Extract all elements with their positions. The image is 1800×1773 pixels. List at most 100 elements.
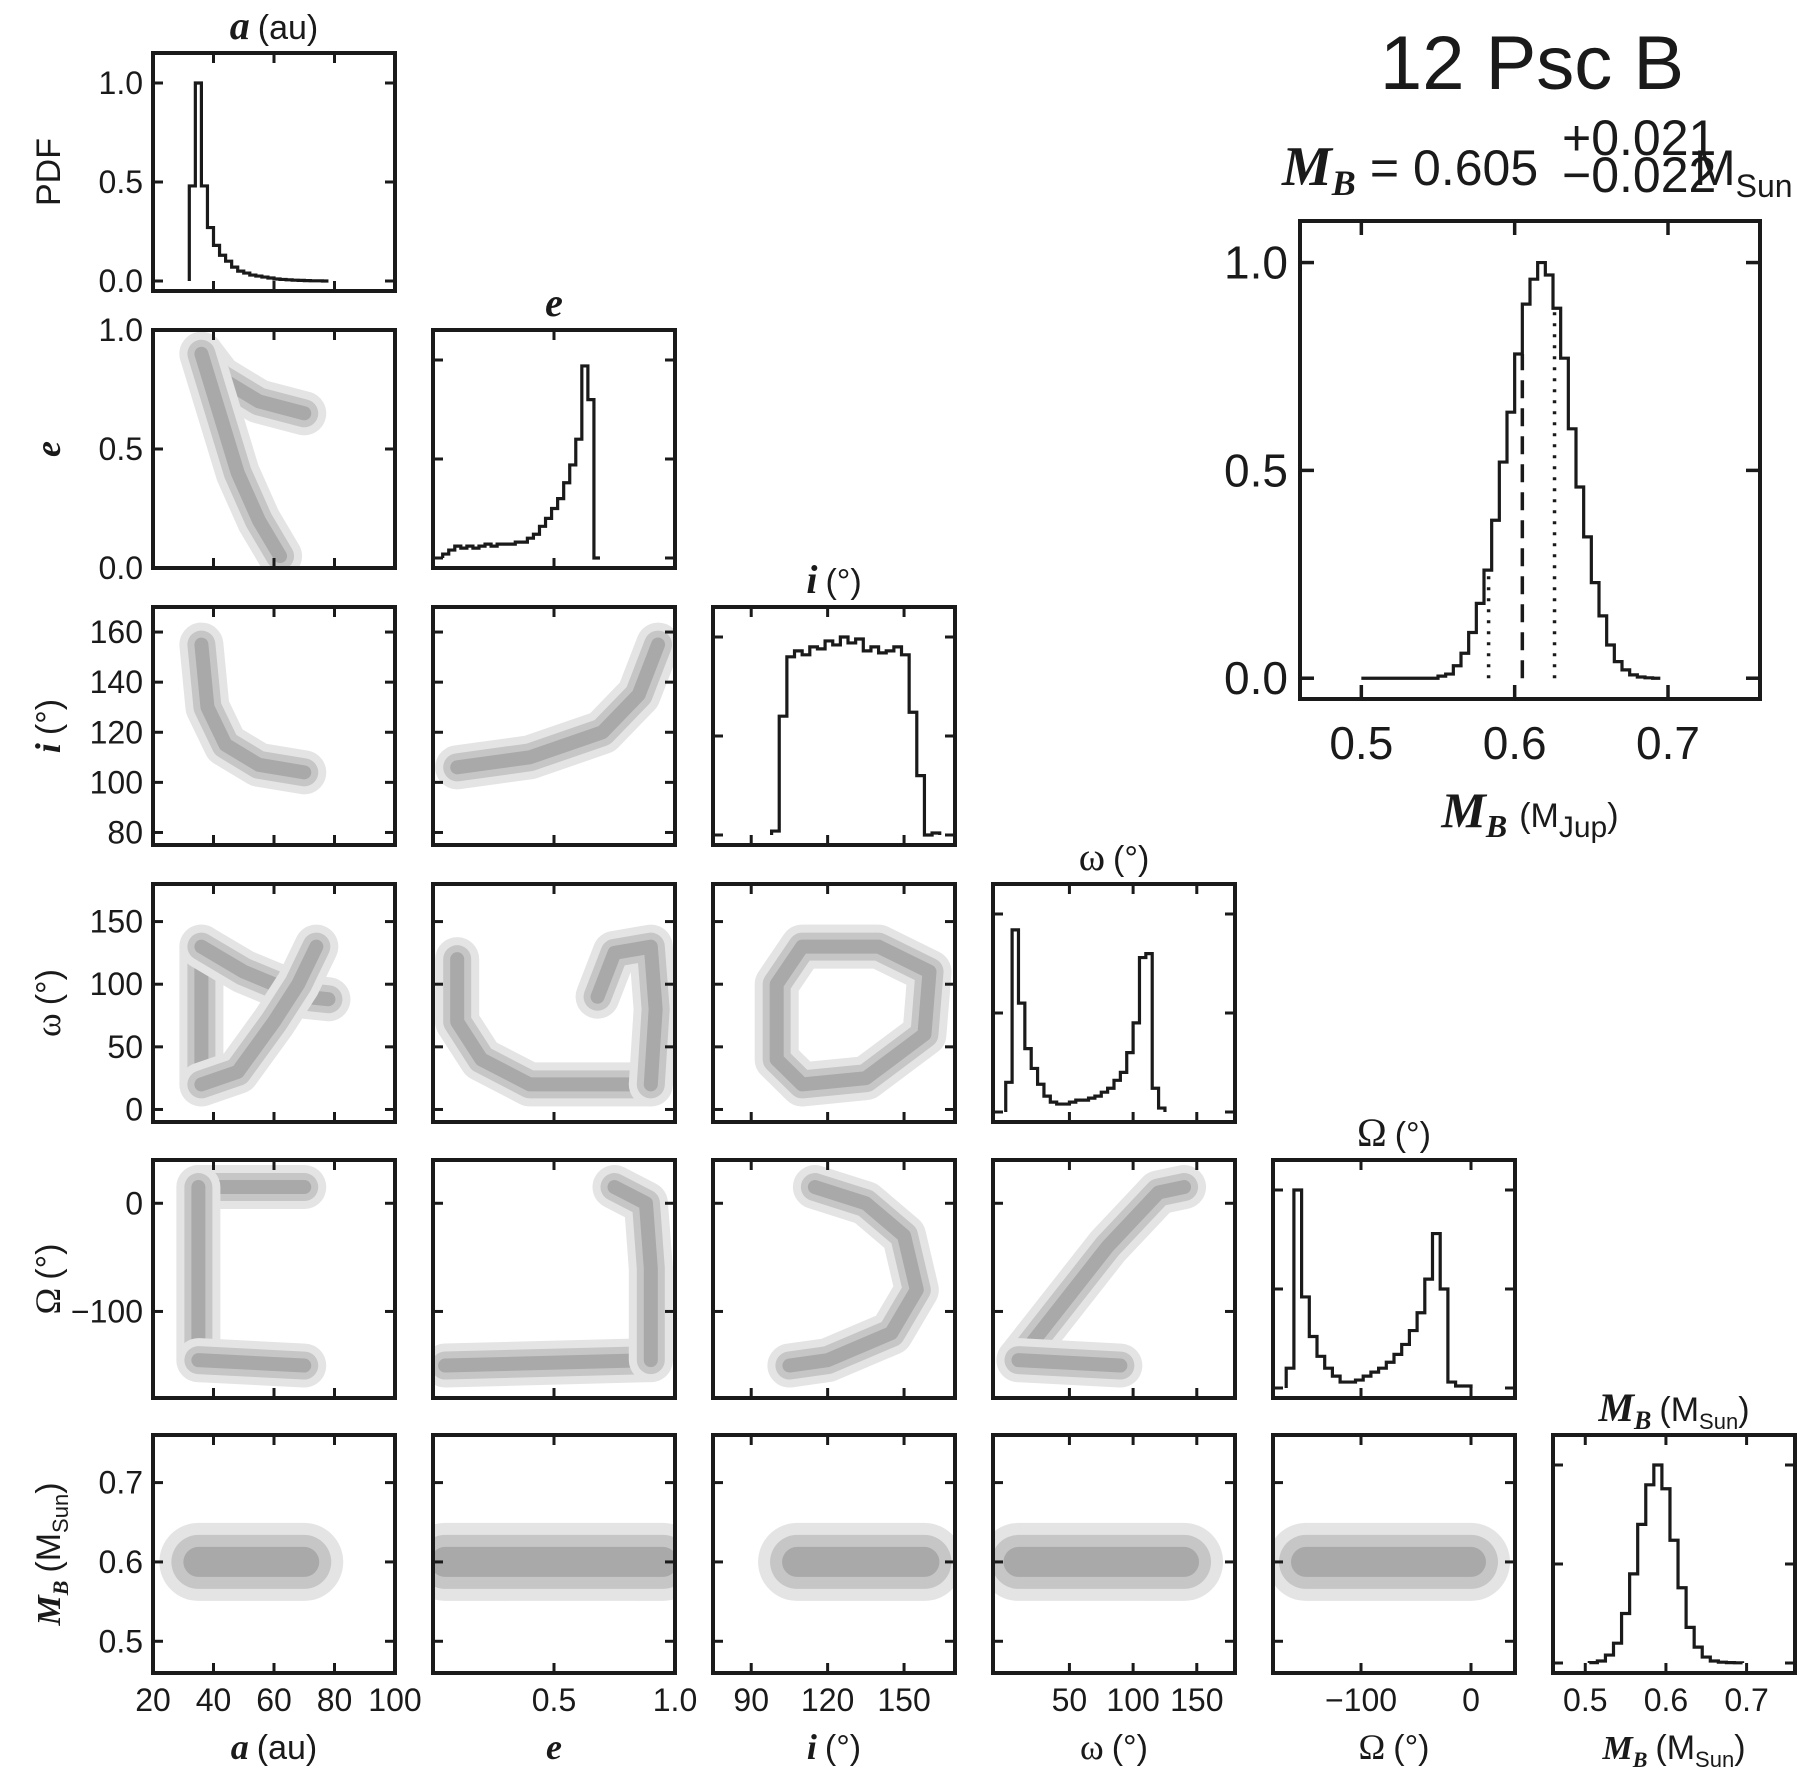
x-tick-label: 0.7 — [1636, 717, 1700, 769]
param-label-e: e — [28, 441, 68, 457]
panel-frame — [431, 605, 677, 847]
corner-panels: 0.0 0.5 1.0 0.0 0.5 1.0 80 100 120 140 160 0 50 100 15… — [71, 51, 1797, 1718]
panel-e-vs-a: 0.0 0.5 1.0 — [99, 312, 397, 586]
panel-a-vs-a: 0.0 0.5 1.0 — [99, 51, 397, 299]
y-tick-label: 1.0 — [1224, 237, 1288, 289]
label-unit-close: ) — [1607, 797, 1618, 835]
x-tick-label: 0.6 — [1483, 717, 1547, 769]
param-label-M: MB (MSun) — [1597, 1385, 1749, 1435]
param-label-a: a (au) — [231, 1727, 317, 1767]
label-unit-close: ) — [1734, 1729, 1745, 1767]
label-symbol: i — [806, 557, 817, 602]
param-label-Omega: Ω(°) — [28, 1243, 68, 1314]
y-tick-label: 160 — [90, 614, 143, 650]
panel-Omega-vs-i — [711, 1158, 957, 1400]
panel-frame — [151, 1433, 397, 1675]
x-tick-label: 50 — [1052, 1682, 1088, 1718]
label-symbol: i — [28, 743, 68, 753]
x-tick-label: 0.5 — [1563, 1682, 1607, 1718]
panel-content — [179, 622, 327, 795]
label-unit-sub: Sun — [1695, 1747, 1734, 1772]
mass-summary-unit-sub: Sun — [1736, 168, 1793, 204]
histogram-M — [1587, 1463, 1745, 1665]
histogram-e — [441, 364, 600, 560]
label-unit: (°) — [1395, 1116, 1431, 1154]
panel-frame — [711, 882, 957, 1124]
y-tick-label: 0.0 — [99, 550, 143, 586]
mass-summary-equals: = — [1370, 140, 1399, 196]
contour-band-c3 — [194, 637, 312, 780]
panel-i-vs-e — [431, 605, 677, 847]
histogram-i — [769, 635, 942, 837]
panel-omega-vs-omega — [991, 882, 1237, 1124]
panel-e-vs-e — [431, 328, 677, 570]
x-tick-label: 120 — [801, 1682, 854, 1718]
label-symbol: M — [31, 1594, 68, 1627]
param-label-omega: ω(°) — [1080, 1727, 1148, 1767]
label-unit: (M — [1519, 797, 1559, 835]
label-unit-close: ) — [1738, 1391, 1749, 1429]
y-tick-label: 140 — [90, 664, 143, 700]
label-unit: (M — [30, 1533, 68, 1573]
label-symbol: M — [1597, 1385, 1635, 1430]
param-label-Omega: Ω(°) — [1358, 1727, 1429, 1767]
label-symbol: Ω — [1358, 1727, 1385, 1767]
panel-i-vs-i — [711, 605, 957, 847]
panel-frame — [991, 882, 1237, 1124]
contour-band-c3 — [769, 939, 937, 1092]
mass-summary: MB = 0.605 — [1281, 136, 1538, 203]
param-label-a: a (au) — [230, 3, 318, 48]
contour-band-c3 — [607, 1180, 658, 1368]
param-label-M: MB (MSun) — [1601, 1729, 1745, 1772]
param-label-omega: ω(°) — [1079, 834, 1150, 879]
param-label-e: e — [546, 1727, 562, 1767]
panel-content — [1587, 1463, 1745, 1665]
label-unit: (M — [1655, 1729, 1695, 1767]
panel-M-vs-i: 90 120 150 — [711, 1433, 957, 1718]
y-tick-label: 0.5 — [99, 431, 143, 467]
label-unit: (°) — [1113, 840, 1149, 878]
x-tick-label: 90 — [733, 1682, 769, 1718]
contour-band-c3 — [590, 939, 663, 1092]
panel-content — [767, 1165, 939, 1388]
label-unit: (au) — [258, 9, 318, 47]
x-tick-label: 20 — [135, 1682, 171, 1718]
panel-frame — [151, 1158, 397, 1400]
panel-frame — [151, 882, 397, 1124]
panel-content — [179, 924, 351, 1107]
panel-Omega-vs-omega — [991, 1158, 1237, 1400]
panel-frame — [711, 1158, 957, 1400]
panel-frame — [151, 51, 397, 293]
panel-content — [441, 364, 600, 560]
label-subscript: B — [1633, 1406, 1651, 1435]
contour-band-c3 — [191, 1353, 312, 1373]
y-tick-label: 0.5 — [99, 1623, 143, 1659]
x-tick-label: 0.5 — [532, 1682, 576, 1718]
y-tick-label: 0.5 — [99, 164, 143, 200]
histogram-omega — [1004, 928, 1167, 1112]
histogram-a — [187, 81, 329, 283]
y-tick-label: 0.7 — [99, 1465, 143, 1501]
label-symbol: M — [1601, 1730, 1634, 1767]
y-tick-label: 1.0 — [99, 65, 143, 101]
y-tick-label: −100 — [71, 1293, 143, 1329]
panel-frame — [1271, 1158, 1517, 1400]
panel-content — [769, 635, 942, 837]
label-unit-sub: Sun — [1699, 1409, 1738, 1434]
panel-omega-vs-i — [711, 882, 957, 1124]
param-label-i: i(°) — [806, 557, 861, 602]
panel-M-vs-e: 0.5 1.0 — [431, 1433, 697, 1718]
x-tick-label: −100 — [1325, 1682, 1397, 1718]
mass-summary-plus: +0.021 — [1562, 110, 1716, 166]
mass-summary-symbol: M — [1281, 136, 1334, 198]
panel-frame — [1271, 1433, 1517, 1675]
y-tick-label: 100 — [90, 764, 143, 800]
label-unit: (°) — [1393, 1729, 1429, 1767]
mass-summary-minus: −0.022 — [1562, 147, 1716, 203]
contour-band-c3 — [194, 346, 288, 564]
label-unit: (°) — [30, 699, 68, 735]
label-unit: (M — [1659, 1391, 1699, 1429]
y-tick-label: 0 — [125, 1091, 143, 1127]
panel-M-vs-omega: 50 100 150 — [991, 1433, 1237, 1718]
